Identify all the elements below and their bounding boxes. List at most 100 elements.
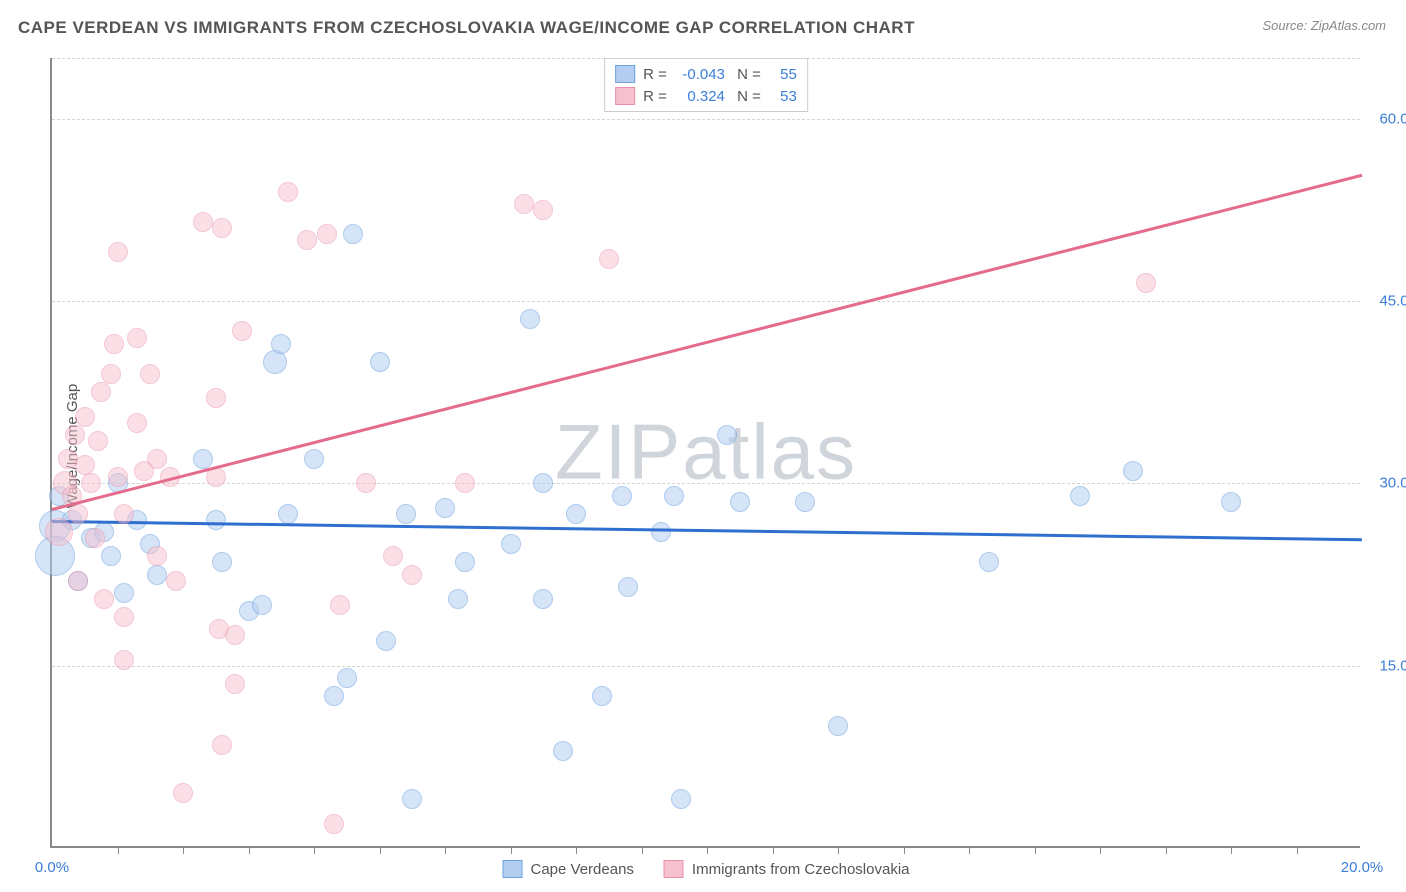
scatter-point [193,212,213,232]
scatter-point [337,668,357,688]
gridline [52,58,1360,59]
chart-title: CAPE VERDEAN VS IMMIGRANTS FROM CZECHOSL… [18,18,915,38]
scatter-point [501,534,521,554]
x-tick [249,846,250,854]
scatter-point [206,510,226,530]
r-label: R = [643,66,667,83]
scatter-point [553,741,573,761]
x-tick [1297,846,1298,854]
scatter-point [206,388,226,408]
x-tick [773,846,774,854]
scatter-point [402,565,422,585]
x-tick [707,846,708,854]
legend-swatch-0 [503,860,523,878]
scatter-point [193,449,213,469]
watermark-zip: ZIP [555,408,682,496]
legend-label-0: Cape Verdeans [531,861,634,878]
scatter-point [166,571,186,591]
scatter-point [376,631,396,651]
scatter-point [618,577,638,597]
scatter-point [225,674,245,694]
scatter-point [114,650,134,670]
scatter-point [566,504,586,524]
x-tick [1231,846,1232,854]
r-value-0: -0.043 [675,66,725,83]
scatter-point [343,224,363,244]
scatter-point [127,413,147,433]
scatter-point [173,783,193,803]
watermark-atlas: atlas [682,408,857,496]
gridline [52,483,1360,484]
scatter-point [828,716,848,736]
y-tick-label: 60.0% [1367,110,1406,127]
scatter-point [91,382,111,402]
scatter-point [88,431,108,451]
scatter-point [212,552,232,572]
scatter-point [271,334,291,354]
scatter-point [795,492,815,512]
scatter-point [212,218,232,238]
scatter-point [114,607,134,627]
scatter-point [85,528,105,548]
scatter-point [252,595,272,615]
x-tick [1100,846,1101,854]
scatter-point [101,546,121,566]
scatter-point [68,504,88,524]
scatter-point [612,486,632,506]
x-tick-label: 0.0% [35,859,69,876]
x-tick [1166,846,1167,854]
stats-legend: R = -0.043 N = 55 R = 0.324 N = 53 [604,58,808,112]
stats-row-series-1: R = 0.324 N = 53 [615,85,797,107]
scatter-point [94,589,114,609]
n-value-1: 53 [769,88,797,105]
scatter-point [1136,273,1156,293]
scatter-point [68,571,88,591]
gridline [52,666,1360,667]
plot-area: ZIPatlas R = -0.043 N = 55 R = 0.324 N =… [50,58,1360,848]
y-tick-label: 15.0% [1367,657,1406,674]
scatter-point [297,230,317,250]
scatter-point [730,492,750,512]
scatter-point [278,504,298,524]
scatter-point [278,182,298,202]
r-label: R = [643,88,667,105]
trend-line [52,173,1363,510]
scatter-point [402,789,422,809]
scatter-point [101,364,121,384]
scatter-point [533,200,553,220]
scatter-point [324,814,344,834]
x-tick [511,846,512,854]
x-tick [642,846,643,854]
scatter-point [65,425,85,445]
legend-item-1: Immigrants from Czechoslovakia [664,860,910,878]
scatter-point [664,486,684,506]
gridline [52,301,1360,302]
scatter-point [651,522,671,542]
x-tick [183,846,184,854]
scatter-point [520,309,540,329]
scatter-point [75,407,95,427]
scatter-point [533,473,553,493]
scatter-point [671,789,691,809]
x-tick [904,846,905,854]
x-tick [1035,846,1036,854]
scatter-point [717,425,737,445]
y-tick-label: 30.0% [1367,475,1406,492]
x-tick [118,846,119,854]
trend-line [52,520,1362,541]
x-tick [969,846,970,854]
scatter-point [127,328,147,348]
x-tick [314,846,315,854]
scatter-point [317,224,337,244]
bottom-legend: Cape Verdeans Immigrants from Czechoslov… [503,860,910,878]
scatter-point [1221,492,1241,512]
scatter-point [435,498,455,518]
swatch-series-1 [615,87,635,105]
legend-swatch-1 [664,860,684,878]
scatter-point [212,735,232,755]
legend-label-1: Immigrants from Czechoslovakia [692,861,910,878]
scatter-point [147,449,167,469]
scatter-point [370,352,390,372]
n-value-0: 55 [769,66,797,83]
scatter-point [330,595,350,615]
